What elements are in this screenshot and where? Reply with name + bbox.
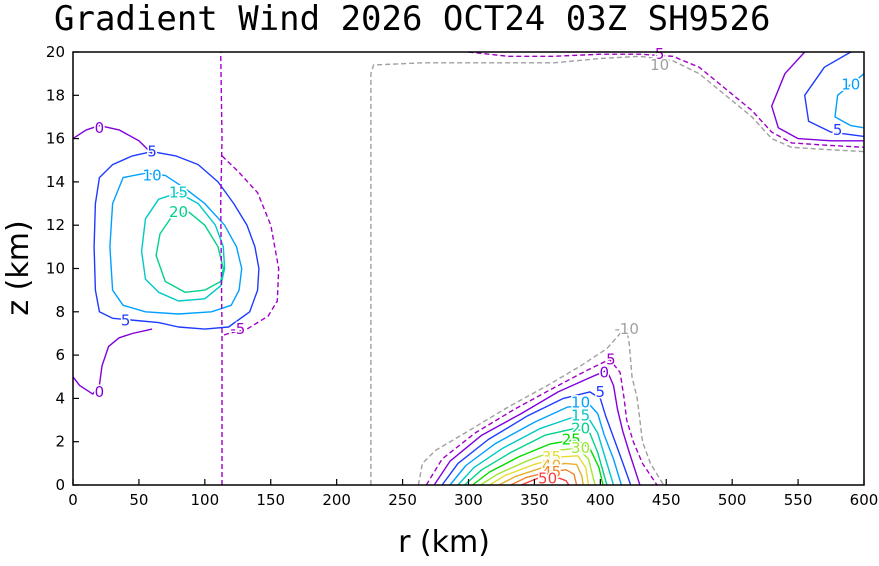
contour-label-24: 50 [538,470,557,488]
contour-label-23: 45 [542,463,561,481]
y-tick-label-3: 6 [55,346,65,364]
y-tick-label-6: 12 [46,216,65,234]
y-axis-label: z (km) [1,220,36,315]
contour-line-20-5 [155,211,224,293]
contour-label-20: 30 [571,439,590,457]
contour-line-45-24 [510,469,578,486]
contour-line-5-16 [441,391,632,486]
contour-label-3: 15 [169,184,188,202]
contour-label-16: 10 [571,394,590,412]
contour-label-19: 25 [562,431,581,449]
x-axis-label: r (km) [398,525,490,560]
chart-title: Gradient Wind 2026 OCT24 03Z SH9526 [54,0,770,39]
contour-line-0-10 [771,51,864,142]
contour-line-35-22 [489,455,590,486]
x-tick-label-11: 550 [784,491,813,509]
contour-label-7: 0 [95,383,105,401]
contour-line-0-15 [433,369,641,486]
contour-label-8: 5 [655,45,665,63]
contour-label-10: 10 [841,76,860,94]
x-tick-label-6: 300 [454,491,483,509]
contour-line-40-23 [498,462,584,486]
contour-line-50-25 [520,476,570,486]
contour-label-5: 5 [121,312,131,330]
x-tick-label-4: 200 [322,491,351,509]
contour-line-15-18 [457,417,615,486]
x-tick-label-1: 50 [129,491,148,509]
y-tick-label-4: 8 [55,303,65,321]
x-tick-label-0: 0 [68,491,78,509]
contour-label-17: 15 [571,407,590,425]
contour-line-neg5-14 [425,358,658,486]
contour-label-0: 0 [95,119,105,137]
contour-label-18: 20 [571,420,590,438]
x-tick-label-8: 400 [586,491,615,509]
x-tick-label-12: 600 [850,491,879,509]
contour-line-30-21 [480,447,596,486]
x-tick-label-10: 500 [718,491,747,509]
x-tick-label-3: 150 [256,491,285,509]
contour-line-5-2 [93,150,260,330]
contour-line-neg5-9 [468,51,865,148]
contour-line-neg10-8 [370,55,865,485]
x-tick-label-5: 250 [388,491,417,509]
contour-label-21: 35 [542,448,561,466]
contour-line-neg5-6 [220,51,223,485]
y-tick-label-1: 2 [55,433,65,451]
contour-label-4: 20 [169,203,188,221]
contour-line-neg10-13 [417,328,665,486]
x-tick-label-9: 450 [652,491,681,509]
contour-line-0-0 [72,124,153,155]
contour-line-10-3 [109,172,243,315]
contour-label-12: -10 [614,320,639,338]
contour-line-25-20 [472,438,604,486]
contour-label-14: 0 [600,363,610,381]
contour-label-1: 5 [147,143,157,161]
y-axis: 0 2 4 6 8 10 12 14 16 18 20 [46,43,79,494]
y-tick-label-5: 10 [46,260,65,278]
contour-label-15: 5 [596,383,606,401]
contour-label-9: 10 [650,56,669,74]
plot-frame [72,51,865,486]
contour-label-13: 5 [606,350,616,368]
x-tick-label-2: 100 [191,491,220,509]
y-tick-label-9: 18 [46,86,65,104]
contour-layer [72,51,865,486]
contour-label-2: 10 [143,166,162,184]
contour-label-6: -5 [230,320,245,338]
y-tick-label-2: 4 [55,389,65,407]
contour-line-20-19 [464,428,608,486]
y-tick-label-0: 0 [55,476,65,494]
y-tick-label-7: 14 [46,173,65,191]
contour-line-5-11 [804,51,865,138]
x-tick-label-7: 350 [520,491,549,509]
x-axis: 0 50 100 150 200 250 300 350 400 450 500 550 600 [68,479,878,509]
contour-label-11: 5 [833,121,843,139]
y-tick-label-10: 20 [46,43,65,61]
contour-line-10-12 [834,73,865,129]
contour-line-10-17 [449,404,623,486]
contour-line-0-1 [72,328,153,395]
contour-line-neg5-7 [221,155,280,337]
contour-label-22: 40 [542,457,561,475]
y-tick-label-8: 16 [46,130,65,148]
